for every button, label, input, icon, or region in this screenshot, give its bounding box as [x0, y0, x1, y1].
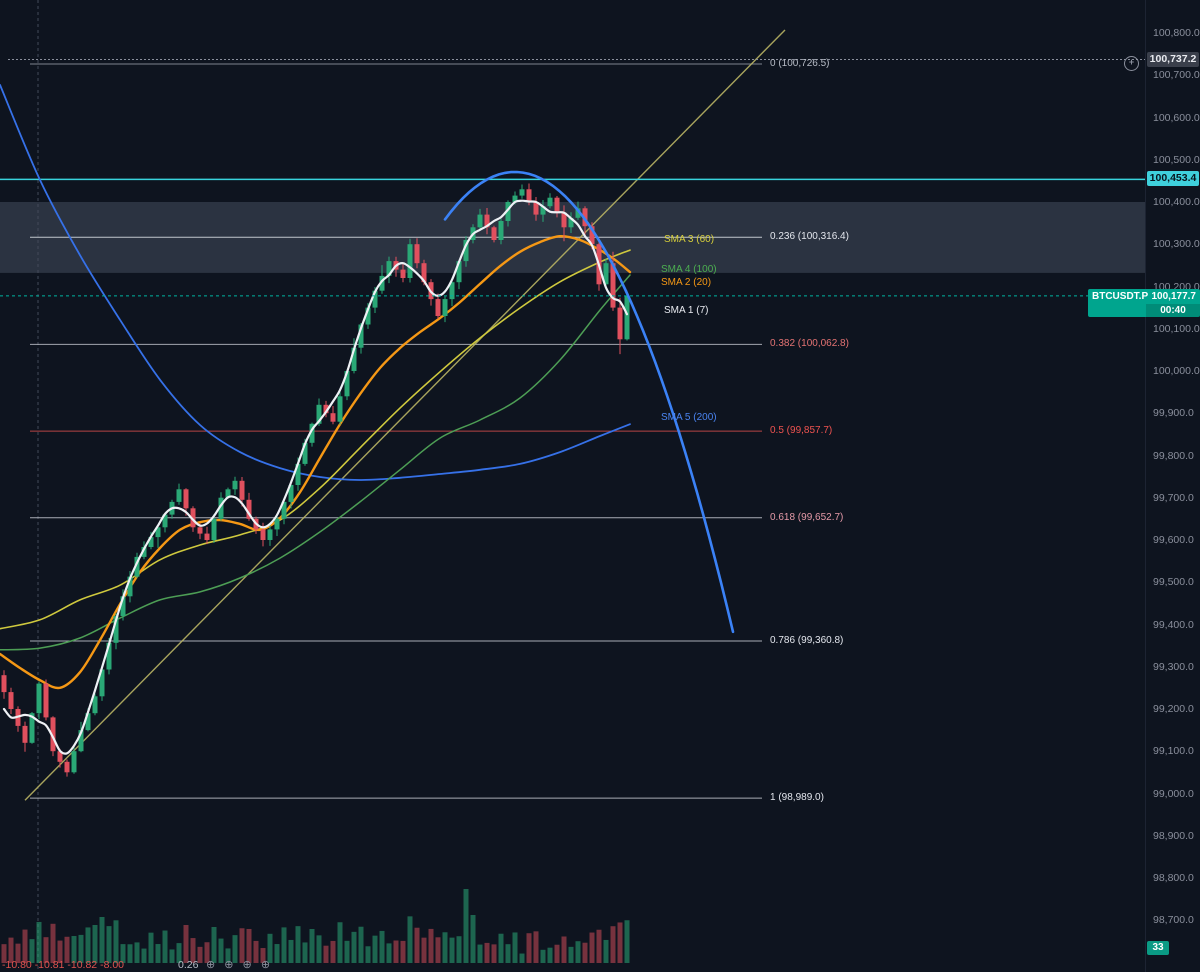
price-axis-label: 100,300.0: [1153, 238, 1200, 251]
symbol-label: BTCUSDT.P: [1092, 290, 1149, 302]
price-axis-label: 99,400.0: [1153, 618, 1194, 631]
trend-line[interactable]: [24, 29, 786, 801]
ma-line-sma360: [0, 249, 631, 630]
price-axis-label: 100,500.0: [1153, 153, 1200, 166]
price-axis-label: 99,700.0: [1153, 491, 1194, 504]
ma-line-sma5200: [0, 84, 631, 481]
price-axis-label: 100,000.0: [1153, 365, 1200, 377]
price-axis-label: 100,800.0: [1153, 27, 1200, 39]
current-price-tag[interactable]: BTCUSDT.P 100,177.7 00:40: [1088, 288, 1200, 317]
price-axis-label: 100,100.0: [1153, 322, 1200, 335]
candle-countdown: 00:40: [1146, 303, 1200, 317]
price-axis-label: 98,800.0: [1153, 872, 1194, 884]
ma-line-sma4100: [0, 274, 631, 651]
price-axis-label: 99,000.0: [1153, 787, 1194, 800]
price-axis-label: 98,700.0: [1153, 914, 1194, 927]
alert-clock-icon[interactable]: +: [1124, 56, 1139, 71]
price-axis-label: 99,600.0: [1153, 534, 1194, 546]
price-axis-label: 99,300.0: [1153, 660, 1194, 673]
price-axis-label: 99,200.0: [1153, 703, 1194, 715]
alert-price-tag[interactable]: 100,737.2: [1147, 51, 1199, 67]
volume-ma-values: -10.80 -10.81 -10.82 -8.00: [2, 959, 125, 971]
price-axis-label: 98,900.0: [1153, 829, 1194, 842]
volume-legend-buttons[interactable]: ⊕ ⊕ ⊕ ⊕: [206, 959, 274, 971]
price-axis[interactable]: 100,800.0 100,700.0 100,600.0 100,500.0 100,…: [1145, 0, 1200, 972]
price-axis-label: 100,400.0: [1153, 196, 1200, 208]
price-axis-label: 100,600.0: [1153, 111, 1200, 124]
ma-line-sma220: [0, 234, 632, 690]
price-axis-label: 99,100.0: [1153, 745, 1194, 758]
parabola-curve[interactable]: [443, 170, 735, 634]
price-axis-label: 99,900.0: [1153, 407, 1194, 420]
volume-current-value: 0.26: [178, 959, 199, 971]
sma-7-line: [2, 199, 629, 755]
volume-layer: [1, 889, 630, 963]
level-price-tag[interactable]: 100,453.4: [1147, 171, 1199, 187]
chart-area[interactable]: 0 (100,726.5) 0.236 (100,316.4) 0.382 (100…: [0, 0, 1146, 972]
price-axis-label: 99,800.0: [1153, 449, 1194, 462]
last-price-value: 100,177.7: [1151, 290, 1197, 302]
volume-value-badge: 33: [1147, 941, 1169, 955]
price-axis-label: 100,700.0: [1153, 69, 1200, 82]
price-chart[interactable]: [0, 0, 1146, 972]
price-axis-label: 99,500.0: [1153, 576, 1194, 589]
